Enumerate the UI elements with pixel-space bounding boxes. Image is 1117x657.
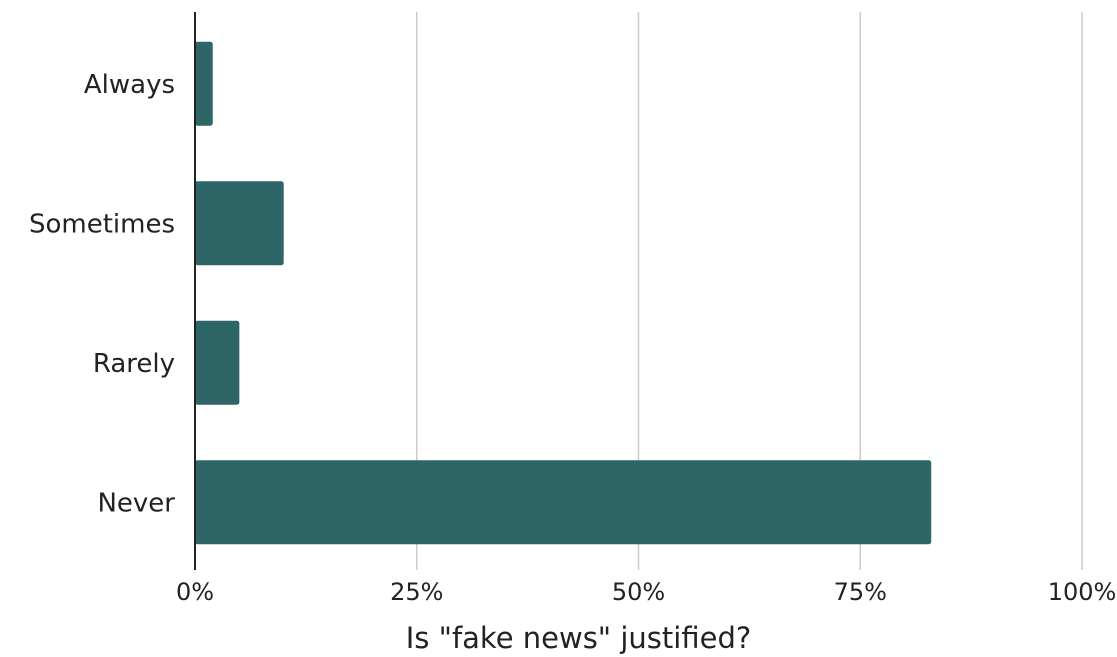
category-label-sometimes: Sometimes: [29, 209, 175, 239]
category-label-rarely: Rarely: [93, 349, 175, 379]
x-tick-label-0: 0%: [176, 578, 214, 606]
bar-never: [195, 460, 932, 545]
category-labels: Always Sometimes Rarely Never: [29, 70, 175, 519]
bars: [195, 41, 932, 545]
x-tick-label-100: 100%: [1048, 578, 1117, 606]
x-axis-title: Is "fake news" justified?: [406, 621, 752, 655]
bar-sometimes: [195, 181, 284, 266]
category-label-never: Never: [97, 488, 175, 518]
bar-always: [195, 41, 213, 126]
x-tick-label-50: 50%: [612, 578, 665, 606]
bar-rarely: [195, 320, 240, 405]
x-tick-label-25: 25%: [390, 578, 443, 606]
x-tick-label-75: 75%: [834, 578, 887, 606]
category-label-always: Always: [84, 70, 175, 100]
x-tick-labels: 0% 25% 50% 75% 100%: [176, 578, 1116, 606]
